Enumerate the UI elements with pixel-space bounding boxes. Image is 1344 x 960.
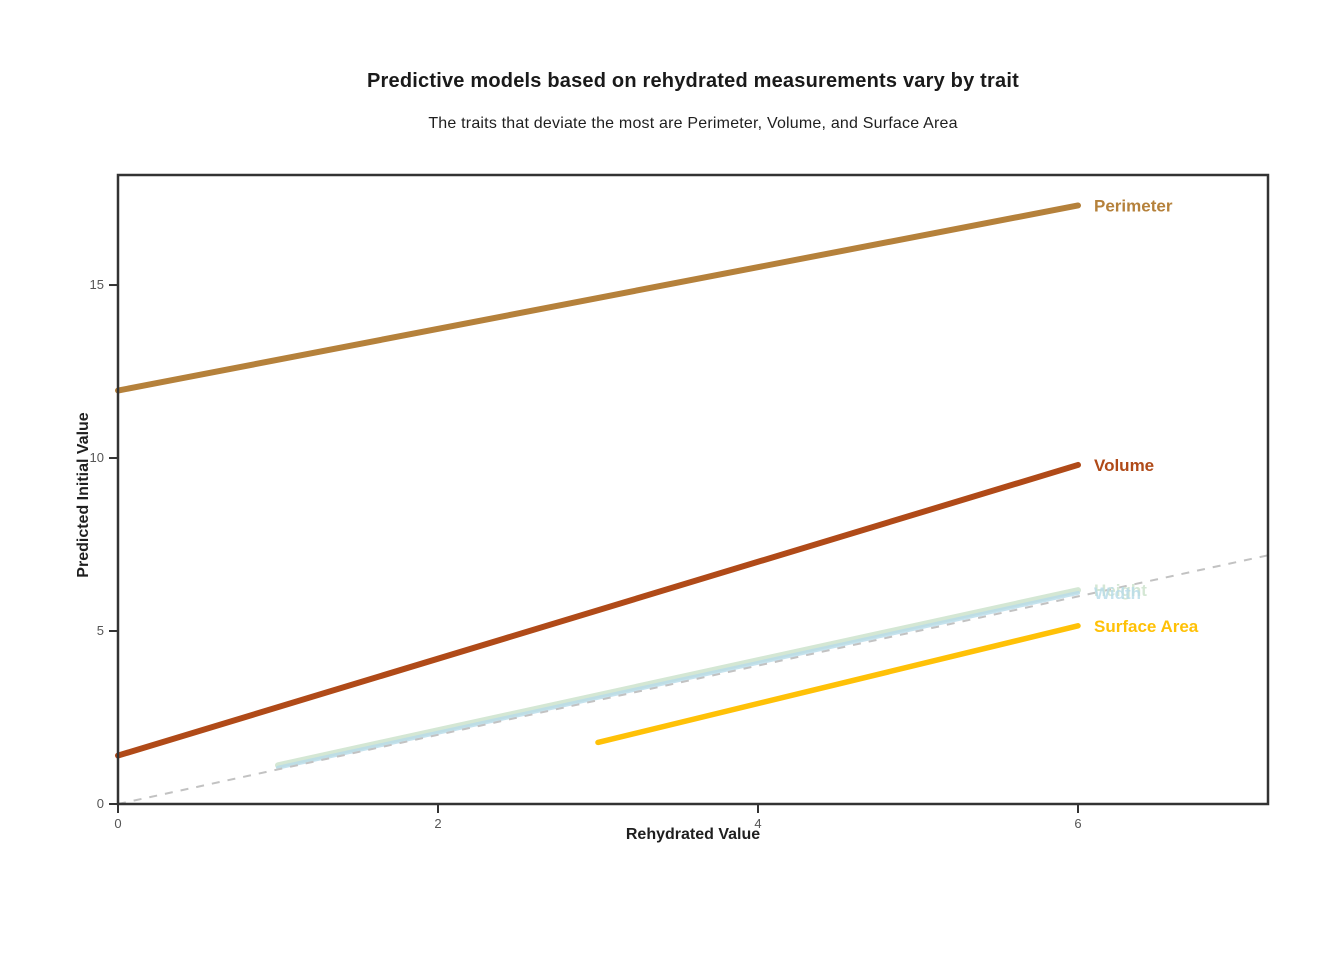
x-tick-label: 2 (434, 816, 441, 831)
series-line-volume (115, 461, 1081, 759)
y-tick-label: 0 (97, 796, 104, 811)
x-axis-label: Rehydrated Value (625, 826, 761, 843)
y-axis-label: Predicted Initial Value (75, 412, 92, 578)
series-line-height (275, 587, 1081, 769)
series-label-width: Width (1094, 584, 1141, 603)
chart-subtitle: The traits that deviate the most are Per… (428, 115, 958, 132)
reference-line-identity (117, 554, 1269, 805)
x-tick-label: 0 (114, 816, 121, 831)
series-line-perimeter (115, 202, 1081, 394)
chart-title: Predictive models based on rehydrated me… (367, 70, 1019, 92)
plot-border (116, 173, 1270, 806)
series-label-volume: Volume (1094, 456, 1154, 475)
x-tick-label: 4 (754, 816, 761, 831)
series-line-width (276, 590, 1080, 770)
y-tick-label: 10 (90, 450, 104, 465)
y-tick-label: 5 (97, 623, 104, 638)
x-tick-label: 6 (1074, 816, 1081, 831)
series-label-height: Height (1094, 581, 1147, 600)
series-label-surface-area: Surface Area (1094, 617, 1199, 636)
y-tick-label: 15 (90, 277, 104, 292)
series-line-surface-area (595, 623, 1081, 746)
series-label-perimeter: Perimeter (1094, 196, 1173, 215)
